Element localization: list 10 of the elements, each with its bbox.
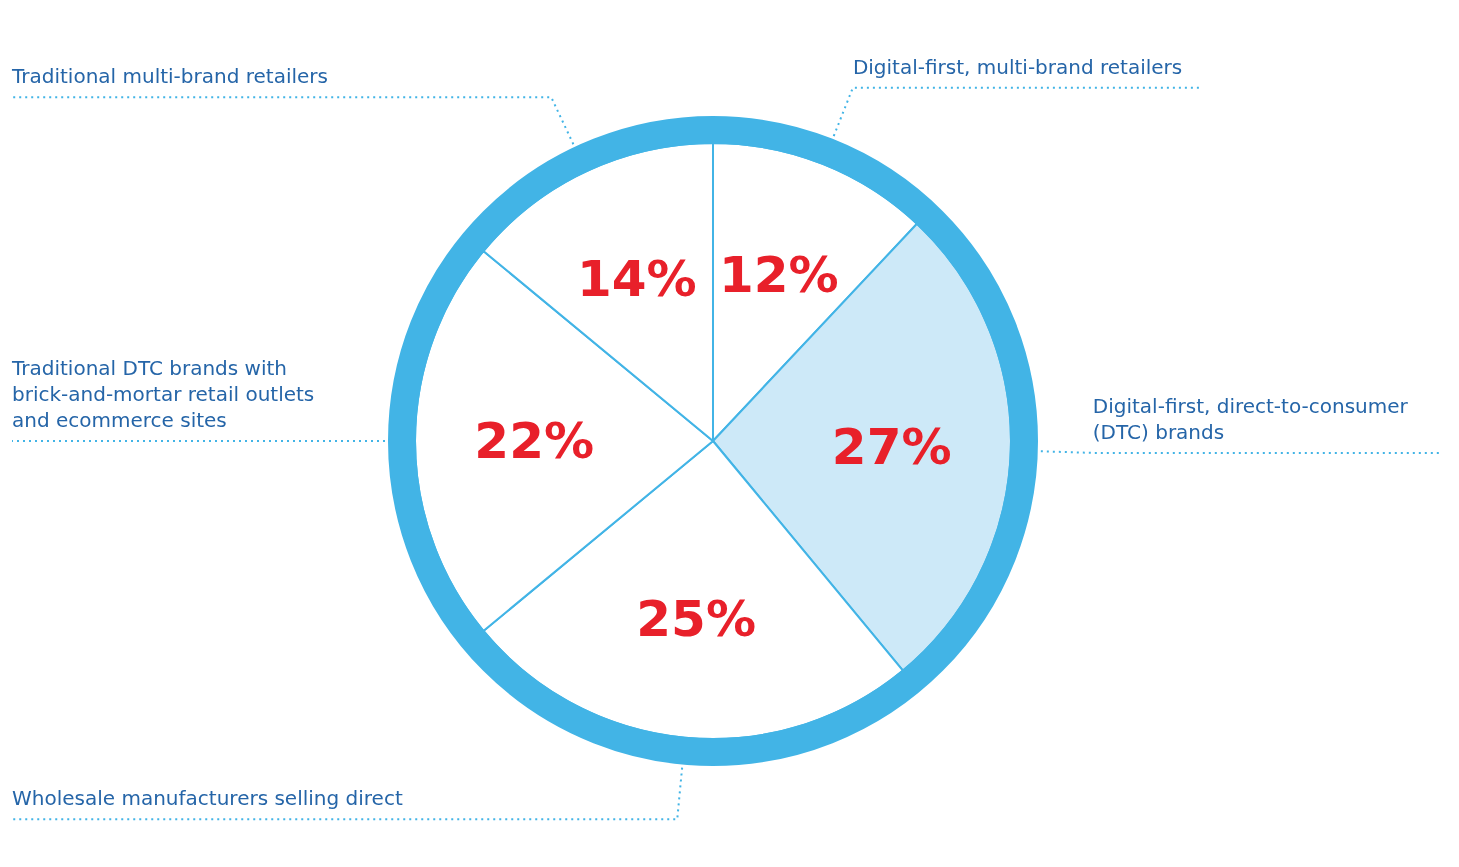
slice-label: Wholesale manufacturers selling direct [12, 786, 403, 811]
data-label: 22% [474, 412, 595, 470]
data-label: 12% [718, 245, 839, 304]
data-label: 25% [636, 590, 757, 649]
slice-label: Digital-first, multi-brand retailers [852, 54, 1183, 79]
slice-label: Traditional DTC brands with brick-and-mortar retail outlets and ecommerce sites [11, 356, 321, 432]
slice-label: Digital-first, direct-to-consumer (DTC) brands [1092, 393, 1415, 444]
data-label: 27% [831, 417, 952, 476]
slice-label: Traditional multi-brand retailers [11, 64, 328, 89]
data-label: 14% [577, 250, 697, 309]
